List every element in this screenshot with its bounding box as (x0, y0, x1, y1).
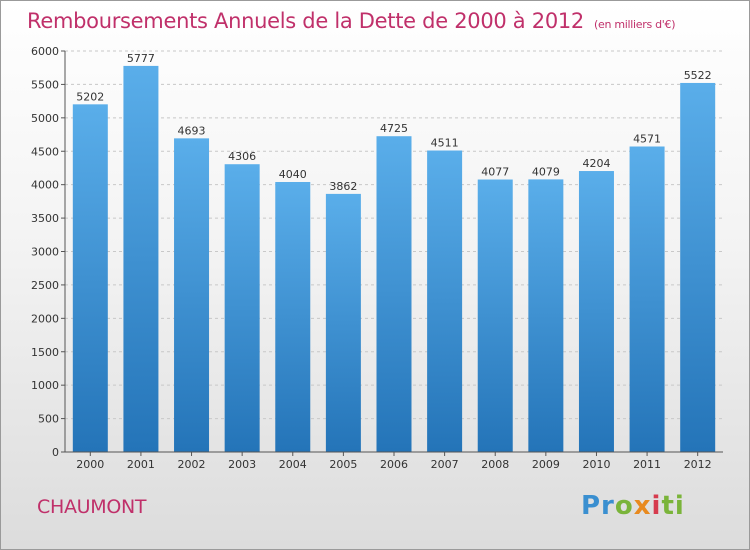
bar (376, 136, 412, 452)
bar (174, 138, 210, 452)
x-tick-label: 2010 (582, 458, 610, 471)
x-tick-label: 2004 (279, 458, 307, 471)
data-label: 4511 (431, 137, 459, 150)
x-tick-label: 2005 (329, 458, 357, 471)
bar (325, 193, 361, 453)
y-tick-label: 5500 (31, 78, 59, 91)
bar (528, 179, 564, 452)
x-tick-label: 2012 (684, 458, 712, 471)
x-tick-label: 2003 (228, 458, 256, 471)
bar (477, 179, 513, 452)
x-tick-label: 2011 (633, 458, 661, 471)
data-label: 4693 (178, 124, 206, 137)
bars: 5202 5777 4693 4306 4040 3862 4725 4511 4077 4079… (72, 52, 716, 453)
data-label: 4571 (633, 133, 661, 146)
data-label: 4204 (582, 157, 610, 170)
data-label: 4725 (380, 122, 408, 135)
bar (629, 146, 665, 453)
x-tick-label: 2002 (178, 458, 206, 471)
data-label: 5522 (684, 69, 712, 82)
city-name: CHAUMONT (37, 496, 147, 518)
data-label: 5777 (127, 52, 155, 65)
proxiti-logo: Proxiti (581, 491, 685, 521)
y-tick-label: 3000 (31, 246, 59, 259)
chart-title: Remboursements Annuels de la Dette de 20… (27, 9, 675, 33)
data-label: 4077 (481, 166, 509, 179)
x-tick-label: 2009 (532, 458, 560, 471)
y-tick-label: 6000 (31, 45, 59, 58)
y-tick-label: 4000 (31, 179, 59, 192)
x-tick-label: 2007 (431, 458, 459, 471)
bar (224, 164, 260, 452)
y-tick-label: 5000 (31, 112, 59, 125)
axes: 0 500 1000 1500 2000 2500 3000 3500 4000 4500 5000… (31, 45, 723, 471)
x-tick-label: 2001 (127, 458, 155, 471)
y-tick-label: 3500 (31, 212, 59, 225)
y-tick-label: 1000 (31, 379, 59, 392)
y-tick-label: 500 (38, 413, 59, 426)
data-label: 5202 (76, 90, 104, 103)
bar (275, 181, 311, 452)
unit-note: (en milliers d'€) (594, 18, 676, 31)
chart-title-text: Remboursements Annuels de la Dette de 20… (27, 9, 584, 33)
bar (427, 150, 463, 452)
y-tick-label: 4500 (31, 145, 59, 158)
bar (578, 171, 614, 453)
data-label: 4079 (532, 165, 560, 178)
bar (72, 104, 108, 452)
x-tick-label: 2000 (76, 458, 104, 471)
bar (123, 65, 159, 452)
x-tick-label: 2008 (481, 458, 509, 471)
data-label: 4040 (279, 168, 307, 181)
y-tick-label: 2000 (31, 312, 59, 325)
y-tick-label: 2500 (31, 279, 59, 292)
bar (680, 82, 716, 452)
data-label: 3862 (329, 180, 357, 193)
x-tick-label: 2006 (380, 458, 408, 471)
data-label: 4306 (228, 150, 256, 163)
y-tick-label: 0 (52, 446, 59, 459)
y-tick-label: 1500 (31, 346, 59, 359)
